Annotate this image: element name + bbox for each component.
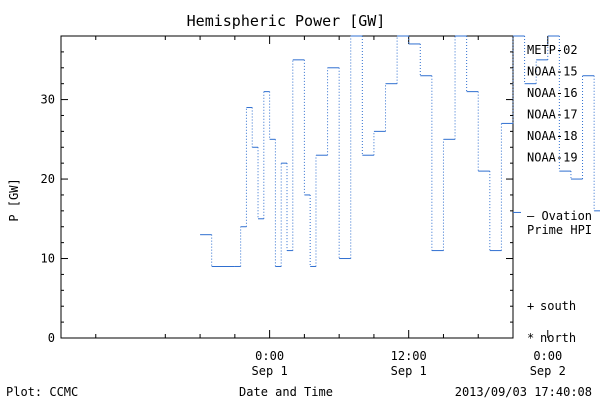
marker-legend-symbol: *: [527, 331, 534, 345]
ovation-label-line2: Prime HPI: [527, 223, 592, 237]
footer-timestamp: 2013/09/03 17:40:08: [455, 385, 592, 399]
ovation-series: [200, 35, 600, 267]
legend-entry: NOAA-18: [527, 129, 578, 143]
legend-entry: METP-02: [527, 43, 578, 57]
y-ticks: 0 10 20 30: [41, 35, 513, 345]
legend-entry: NOAA-16: [527, 86, 578, 100]
x-tick-time: 0:00: [533, 349, 562, 363]
plot-frame: [60, 35, 514, 339]
y-tick-label: 10: [41, 252, 55, 266]
legend-entry: NOAA-15: [527, 65, 578, 79]
marker-legend-label: south: [540, 299, 576, 313]
x-tick-time: 12:00: [391, 349, 427, 363]
chart-title: Hemispheric Power [GW]: [187, 12, 386, 30]
x-tick-day: Sep 1: [391, 364, 427, 378]
marker-legend-symbol: +: [527, 299, 534, 313]
ovation-label: – Ovation Prime HPI: [527, 209, 592, 237]
marker-legend-label: north: [540, 331, 576, 345]
footer-credit: Plot: CCMC: [6, 385, 78, 399]
y-axis-label: P [GW]: [7, 178, 21, 221]
legend-entry: NOAA-17: [527, 108, 578, 122]
y-tick-label: 20: [41, 172, 55, 186]
legend: METP-02 NOAA-15 NOAA-16 NOAA-17 NOAA-18 NOAA-…: [527, 43, 578, 165]
legend-entry: NOAA-19: [527, 151, 578, 165]
x-tick-time: 0:00: [255, 349, 284, 363]
footer-xlabel: Date and Time: [239, 385, 333, 399]
x-tick-day: Sep 1: [252, 364, 288, 378]
y-tick-label: 0: [48, 331, 55, 345]
marker-legend: + south * north: [527, 299, 576, 345]
x-tick-day: Sep 2: [530, 364, 566, 378]
ovation-label-line1: – Ovation: [527, 209, 592, 223]
y-tick-label: 30: [41, 93, 55, 107]
